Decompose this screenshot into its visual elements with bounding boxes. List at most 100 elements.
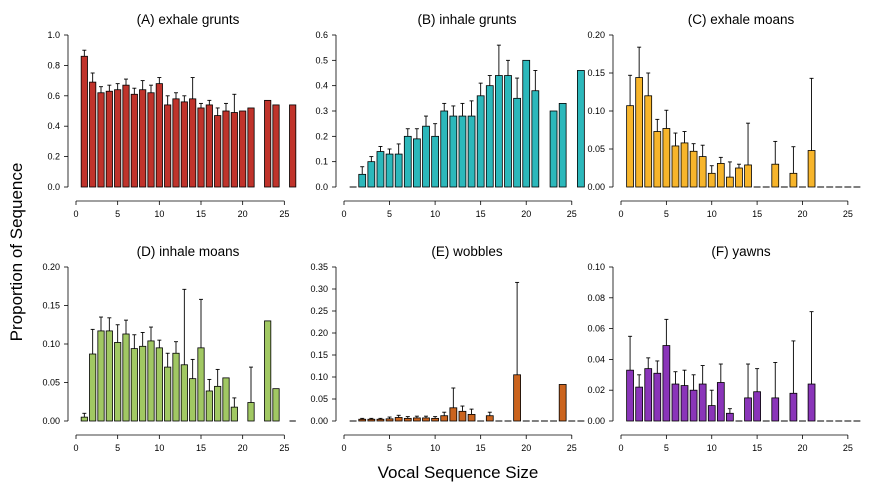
bar xyxy=(264,99,272,188)
bar xyxy=(403,417,412,422)
bar xyxy=(680,142,689,188)
panel-title: (A) exhale grunts xyxy=(137,12,240,27)
bar xyxy=(707,405,716,422)
x-tick-label: 0 xyxy=(618,443,623,453)
x-tick-label: 25 xyxy=(279,209,289,219)
x-tick-label: 0 xyxy=(618,209,623,219)
bar xyxy=(716,163,725,188)
y-tick-label: 0.00 xyxy=(310,416,328,426)
y-tick-label: 0.04 xyxy=(587,354,605,364)
y-tick-label: 0.8 xyxy=(47,60,60,70)
bar xyxy=(222,110,230,188)
bar xyxy=(247,107,255,188)
y-tick-label: 0.35 xyxy=(310,262,328,272)
bar xyxy=(139,345,147,422)
chart-panel-4: (E) wobbles 0.00 0.05 0.10 0.15 0.20 0.25 0.30 0… xyxy=(310,244,585,453)
bar xyxy=(164,366,172,422)
bar xyxy=(239,110,247,188)
x-tick-label: 25 xyxy=(567,443,577,453)
bar xyxy=(440,110,449,188)
x-tick-label: 15 xyxy=(476,443,486,453)
bar xyxy=(155,83,163,188)
x-tick-label: 25 xyxy=(567,209,577,219)
x-tick-label: 10 xyxy=(707,209,717,219)
bar xyxy=(440,415,449,422)
bar xyxy=(726,176,734,188)
y-tick-label: 0.0 xyxy=(47,182,60,192)
bar xyxy=(635,386,643,422)
bar xyxy=(726,412,734,422)
bar xyxy=(662,345,671,422)
x-tick-label: 10 xyxy=(430,209,440,219)
x-tick-label: 5 xyxy=(664,209,669,219)
bar xyxy=(476,95,485,188)
bar xyxy=(644,95,653,188)
bar xyxy=(789,172,798,188)
bar xyxy=(89,353,97,422)
bar xyxy=(403,135,412,188)
bar xyxy=(189,378,197,422)
x-tick-label: 5 xyxy=(387,443,392,453)
bar xyxy=(155,347,163,422)
bar xyxy=(671,145,680,188)
bar xyxy=(431,135,439,188)
x-tick-label: 20 xyxy=(238,443,248,453)
chart-panel-0: (A) exhale grunts 0.0 0.2 0.4 0.6 0.8 1.0 0 5 10 1… xyxy=(47,12,297,219)
bar xyxy=(367,161,376,188)
bar xyxy=(289,104,297,188)
bar xyxy=(394,153,403,188)
x-tick-label: 25 xyxy=(843,209,853,219)
bar xyxy=(97,330,105,422)
y-tick-label: 0.02 xyxy=(587,385,605,395)
bar xyxy=(422,125,430,188)
bar xyxy=(385,153,394,188)
bar xyxy=(449,115,458,188)
bar xyxy=(80,55,88,188)
bar xyxy=(467,115,476,188)
y-tick-label: 0.30 xyxy=(310,284,328,294)
bar xyxy=(449,407,458,422)
bar xyxy=(172,352,180,422)
bar xyxy=(485,415,494,422)
bar xyxy=(147,92,155,188)
x-tick-label: 15 xyxy=(752,443,762,453)
y-tick-label: 0.6 xyxy=(47,91,60,101)
bar xyxy=(367,418,376,422)
y-tick-label: 0.15 xyxy=(310,350,328,360)
bar xyxy=(522,59,531,188)
y-tick-label: 0.3 xyxy=(315,106,328,116)
y-axis-title: Proportion of Sequence xyxy=(7,163,26,342)
y-tick-label: 0.20 xyxy=(42,262,60,272)
x-tick-label: 10 xyxy=(154,443,164,453)
panel-title: (D) inhale moans xyxy=(137,244,240,259)
bar xyxy=(385,418,394,422)
y-tick-label: 0.10 xyxy=(310,372,328,382)
bar xyxy=(130,348,138,422)
bar xyxy=(122,333,130,422)
bar xyxy=(744,397,752,422)
bar xyxy=(114,342,122,422)
x-tick-label: 0 xyxy=(341,443,346,453)
y-tick-label: 0.05 xyxy=(587,144,605,154)
bar xyxy=(698,156,707,188)
bar xyxy=(122,84,130,188)
x-tick-label: 15 xyxy=(196,443,206,453)
x-tick-label: 10 xyxy=(707,443,717,453)
bar xyxy=(205,104,213,188)
bar xyxy=(698,383,707,422)
bar xyxy=(394,417,403,422)
bar xyxy=(230,112,238,188)
chart-panel-2: (C) exhale moans 0.00 0.05 0.10 0.15 0.20 0 5 10… xyxy=(587,12,861,219)
bar xyxy=(458,115,467,188)
bar xyxy=(558,103,567,188)
bar xyxy=(139,89,147,188)
bar xyxy=(180,364,188,422)
bar xyxy=(197,107,205,188)
bar xyxy=(653,372,662,422)
x-tick-label: 0 xyxy=(73,209,78,219)
y-tick-label: 0.6 xyxy=(315,30,328,40)
chart-panel-1: (B) inhale grunts 0.0 0.1 0.2 0.3 0.4 0.5 0.6 0 5… xyxy=(315,12,585,219)
x-tick-label: 25 xyxy=(279,443,289,453)
bar xyxy=(549,110,558,188)
bar xyxy=(172,98,180,188)
